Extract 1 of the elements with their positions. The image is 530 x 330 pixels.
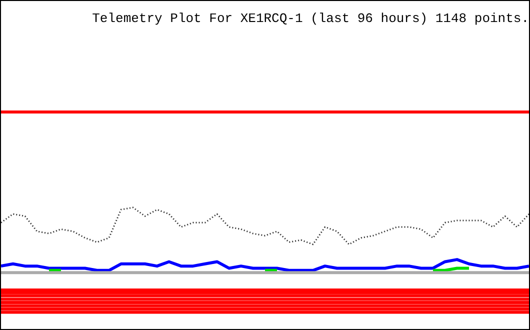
chart-title: Telemetry Plot For XE1RCQ-1 (last 96 hours) 1148 points. (92, 11, 529, 26)
